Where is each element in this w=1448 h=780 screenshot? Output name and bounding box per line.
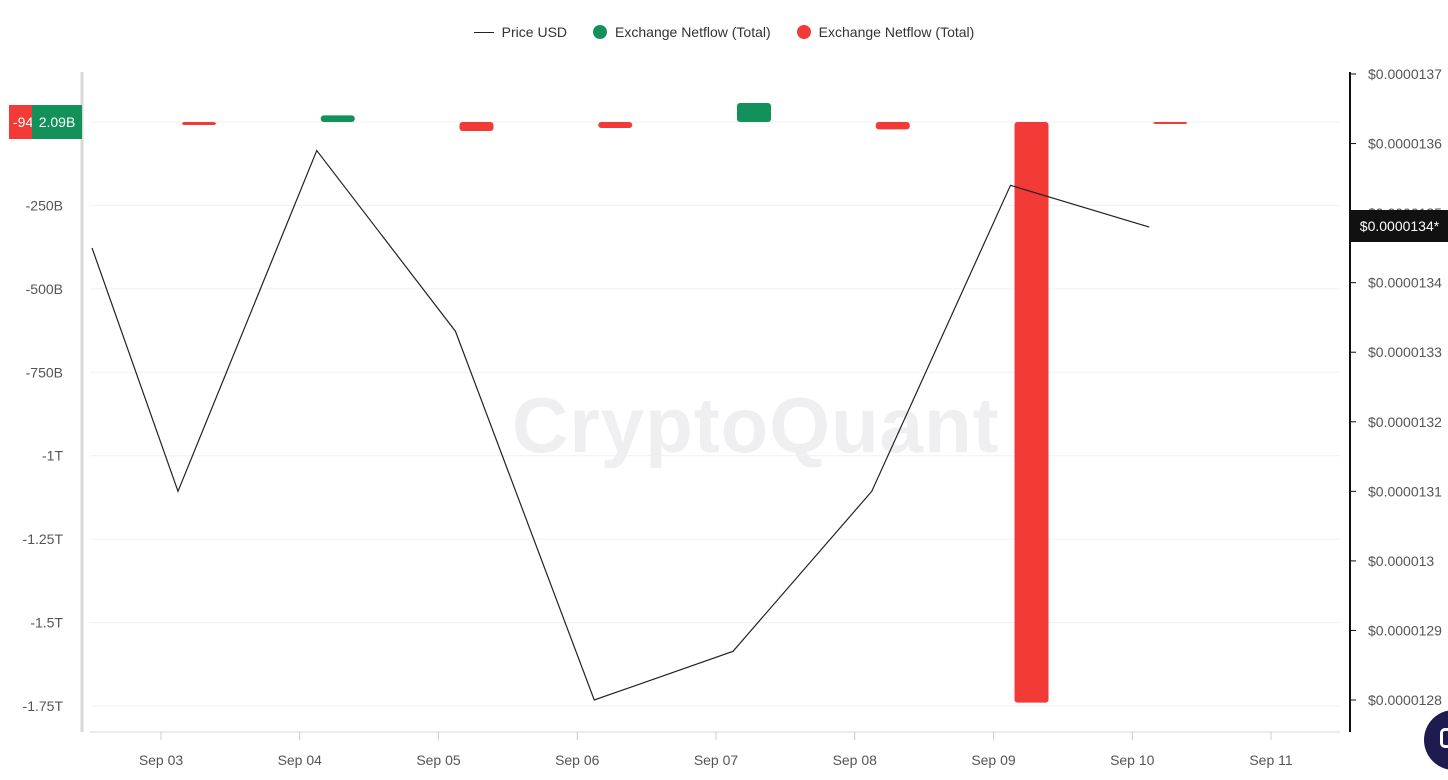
x-tick-label: Sep 03 — [139, 752, 184, 768]
right-tick-label: $0.0000128 — [1368, 692, 1442, 708]
legend-item-price[interactable]: Price USD — [473, 24, 568, 40]
x-axis-ticks: Sep 03 Sep 04 Sep 05 Sep 06 Sep 07 Sep 08 Sep … — [139, 732, 1293, 768]
green-dot-icon — [593, 25, 608, 39]
x-tick-label: Sep 09 — [971, 752, 1016, 768]
chart-legend: Price USD Exchange Netflow (Total) Excha… — [0, 20, 1448, 44]
left-tick-label: -1.25T — [23, 531, 64, 547]
current-price-badge: $0.0000134* — [1351, 210, 1448, 242]
right-tick-label: $0.0000137 — [1368, 66, 1442, 82]
grid-lines — [90, 121, 1340, 707]
netflow-bar — [598, 122, 633, 129]
x-tick-label: Sep 04 — [278, 752, 323, 768]
x-tick-label: Sep 05 — [416, 752, 461, 768]
legend-item-netflow-negative[interactable]: Exchange Netflow (Total) — [796, 24, 975, 40]
right-tick-label: $0.000013 — [1368, 553, 1434, 569]
netflow-positive-badge: 2.09B — [32, 105, 82, 139]
legend-label-netflow-negative: Exchange Netflow (Total) — [818, 24, 975, 40]
price-line — [91, 149, 1150, 701]
netflow-bar — [1153, 122, 1188, 124]
line-swatch-icon — [473, 31, 494, 33]
x-tick-label: Sep 10 — [1110, 752, 1155, 768]
right-tick-label: $0.0000131 — [1368, 483, 1442, 499]
netflow-bar — [1014, 122, 1049, 703]
netflow-bar — [320, 115, 355, 122]
right-tick-label: $0.0000133 — [1368, 344, 1442, 360]
x-tick-label: Sep 08 — [833, 752, 878, 768]
legend-label-netflow-positive: Exchange Netflow (Total) — [615, 24, 771, 40]
netflow-bar — [459, 122, 494, 132]
right-tick-label: $0.0000132 — [1368, 414, 1442, 430]
red-dot-icon — [796, 25, 811, 39]
x-tick-label: Sep 06 — [555, 752, 600, 768]
legend-item-netflow-positive[interactable]: Exchange Netflow (Total) — [593, 24, 771, 40]
netflow-bars — [182, 102, 1188, 703]
price-line-path — [91, 149, 1150, 701]
chat-icon — [1440, 728, 1448, 748]
left-axis-ticks: -250B -500B -750B -1T -1.25T -1.5T -1.75T — [23, 197, 64, 714]
left-tick-label: -1.5T — [30, 615, 63, 631]
right-axis-ticks: $0.0000137$0.0000136$0.0000135$0.0000134… — [1350, 66, 1442, 708]
netflow-bar — [182, 122, 216, 126]
netflow-bar — [875, 122, 910, 130]
x-tick-label: Sep 07 — [694, 752, 739, 768]
legend-label-price: Price USD — [501, 24, 568, 40]
left-tick-label: -750B — [26, 364, 63, 380]
right-tick-label: $0.0000134 — [1368, 275, 1442, 291]
x-tick-label: Sep 11 — [1249, 752, 1293, 768]
left-tick-label: -250B — [26, 197, 63, 213]
netflow-bar — [737, 102, 771, 122]
left-tick-label: -1T — [42, 448, 63, 464]
left-tick-label: -500B — [26, 281, 63, 297]
left-tick-label: -1.75T — [23, 698, 64, 714]
right-tick-label: $0.0000136 — [1368, 136, 1442, 152]
right-tick-label: $0.0000129 — [1368, 622, 1442, 638]
